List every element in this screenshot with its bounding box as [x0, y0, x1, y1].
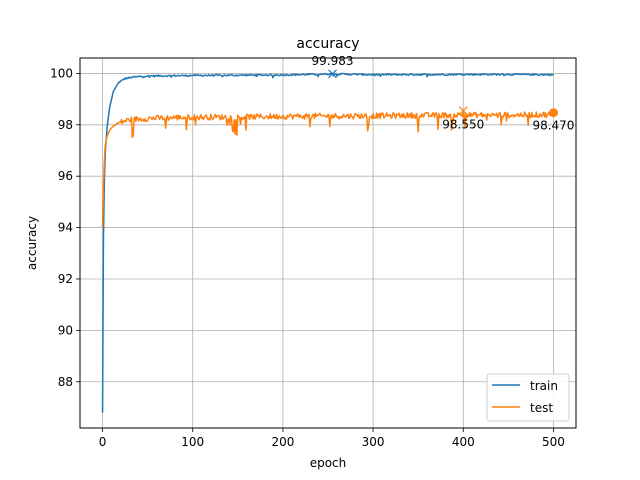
max-marker-test — [458, 106, 468, 116]
plot-frame — [79, 57, 577, 429]
legend-label-train: train — [530, 379, 558, 393]
max-label-test: 98.550 — [442, 118, 484, 132]
last-marker-test — [548, 108, 558, 118]
y-tick-label: 96 — [58, 169, 73, 183]
x-tick-label: 100 — [181, 435, 204, 449]
grid-lines — [80, 58, 576, 428]
markers: 99.983 98.550 98.470 — [312, 54, 575, 133]
chart-title: accuracy — [296, 36, 359, 52]
legend-label-test: test — [530, 401, 553, 415]
max-marker-train — [328, 69, 337, 79]
y-tick-label: 92 — [58, 272, 73, 286]
x-tick-label: 0 — [99, 435, 107, 449]
y-axis-label: accuracy — [25, 216, 39, 270]
series-line-test — [101, 109, 554, 228]
legend: train test — [486, 373, 570, 422]
x-tick-label: 300 — [362, 435, 385, 449]
y-tick-label: 94 — [58, 221, 73, 235]
x-tick-label: 200 — [271, 435, 294, 449]
ticks: 0 100 200 300 400 500 88 90 92 94 96 98 100 — [50, 66, 565, 449]
x-axis-label: epoch — [310, 456, 347, 470]
series-line-train — [101, 72, 554, 413]
y-tick-label: 90 — [58, 323, 73, 337]
y-tick-label: 98 — [58, 118, 73, 132]
x-tick-label: 500 — [542, 435, 565, 449]
series-lines — [101, 72, 554, 413]
max-label-train: 99.983 — [312, 54, 354, 68]
x-tick-label: 400 — [452, 435, 475, 449]
y-tick-label: 100 — [50, 66, 73, 80]
y-tick-label: 88 — [58, 375, 73, 389]
last-label-test: 98.470 — [532, 119, 574, 133]
